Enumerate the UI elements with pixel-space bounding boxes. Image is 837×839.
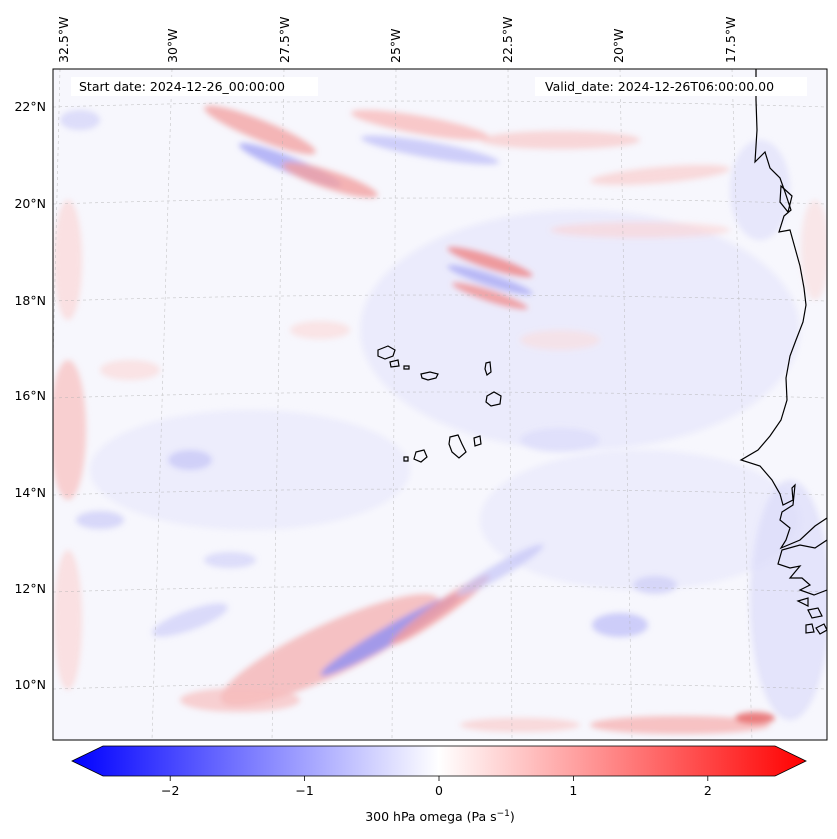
island-sal [484, 361, 492, 376]
colorbar-title-suffix: ) [510, 809, 515, 824]
gridline-lat-20 [53, 197, 827, 205]
gridline-lon-20 [619, 69, 633, 740]
gridline-lon-30 [151, 69, 173, 740]
longitude-labels: 32.5°W 30°W 27.5°W 25°W 22.5°W 20°W 17.5… [56, 17, 738, 63]
gridline-lon-22.5 [507, 69, 513, 740]
gridline-lat-10 [53, 682, 827, 690]
island-brava [403, 456, 409, 462]
coastal-inlet [779, 184, 793, 214]
colorbar-title-text: 300 hPa omega (Pa s [365, 809, 496, 824]
start-date-label: Start date: 2024-12-26_00:00:00 [79, 79, 285, 94]
gridline-lat-16 [53, 391, 827, 399]
lat-label-16n: 16°N [14, 388, 46, 403]
lat-label-22n: 22°N [14, 99, 46, 114]
lat-label-20n: 20°N [14, 196, 46, 211]
colorbar-tick-label: −2 [161, 783, 179, 798]
island-santo-antao [377, 345, 396, 360]
gridline-lon-27.5 [271, 69, 285, 740]
lon-label-25w: 25°W [388, 28, 403, 63]
colorbar-tick-label: −1 [295, 783, 313, 798]
lat-label-18n: 18°N [14, 293, 46, 308]
valid-date-annotation: Valid_date: 2024-12-26T06:00:00.00 [535, 77, 807, 96]
colorbar-title-exponent: −1 [497, 809, 510, 819]
africa-coastline-south [777, 539, 827, 596]
lon-label-20w: 20°W [611, 28, 626, 63]
omega-field [53, 105, 827, 734]
island-sao-vicente [389, 359, 400, 368]
gridline-lat-18 [53, 294, 827, 302]
start-date-annotation: Start date: 2024-12-26_00:00:00 [71, 77, 318, 96]
island-santa-luzia [403, 365, 410, 370]
gridline-lat-14 [53, 488, 827, 496]
lat-label-10n: 10°N [14, 677, 46, 692]
island-maio [473, 435, 482, 447]
colorbar-tick-label: 2 [704, 783, 712, 798]
colorbar: −2 −1 0 1 2 300 hPa omega (Pa s−1) [71, 745, 807, 824]
map-panel: Start date: 2024-12-26_00:00:00 Valid_da… [52, 68, 828, 741]
colorbar-tick-label: 1 [569, 783, 577, 798]
island-santiago [448, 434, 467, 459]
island-boa-vista [485, 391, 502, 407]
lon-label-32.5w: 32.5°W [56, 17, 71, 63]
colorbar-ticks: −2 −1 0 1 2 [161, 776, 712, 798]
colorbar-tick-label: 0 [435, 783, 443, 798]
lat-label-14n: 14°N [14, 485, 46, 500]
graticule [53, 69, 827, 740]
latitude-labels: 22°N 20°N 18°N 16°N 14°N 12°N 10°N [14, 99, 46, 692]
valid-date-box [535, 77, 807, 96]
lon-label-17.5w: 17.5°W [723, 17, 738, 63]
gridline-lat-22 [53, 100, 827, 108]
coastlines [739, 69, 827, 635]
lon-label-30w: 30°W [165, 28, 180, 63]
island-sao-nicolau [420, 371, 439, 381]
gridline-lon-17.5 [731, 69, 753, 740]
bijagos-islands [796, 597, 827, 635]
start-date-box [71, 77, 318, 96]
cape-verde-islands [377, 345, 502, 463]
colorbar-title: 300 hPa omega (Pa s−1) [365, 809, 515, 824]
valid-date-label: Valid_date: 2024-12-26T06:00:00.00 [545, 79, 774, 94]
island-fogo [413, 449, 428, 463]
colorbar-gradient [71, 745, 807, 777]
lon-label-27.5w: 27.5°W [277, 17, 292, 63]
gridline-lon-25 [391, 69, 397, 740]
lat-label-12n: 12°N [14, 581, 46, 596]
map-frame [52, 68, 828, 741]
gridline-lat-12 [53, 585, 827, 593]
lon-label-22.5w: 22.5°W [500, 17, 515, 63]
